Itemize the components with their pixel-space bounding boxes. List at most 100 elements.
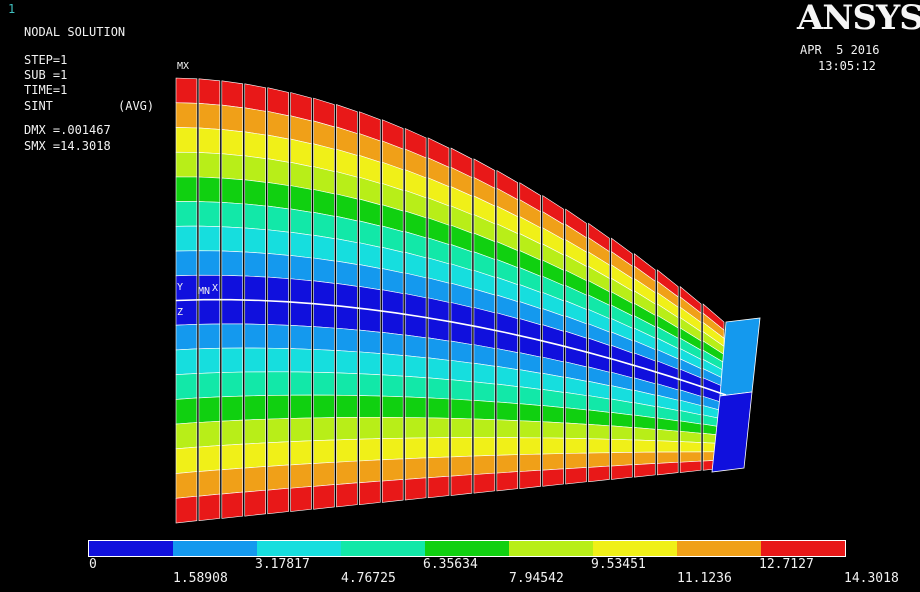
- mesh-element: [267, 300, 289, 326]
- mesh-element: [542, 468, 564, 487]
- mesh-element: [450, 437, 473, 458]
- mesh-element: [404, 457, 427, 480]
- mesh-element: [336, 417, 358, 441]
- mesh-element: [427, 397, 450, 419]
- mesh-element: [404, 396, 427, 419]
- mesh-element: [359, 307, 381, 333]
- mesh-element: [221, 202, 244, 229]
- mesh-element: [290, 185, 312, 213]
- mesh-element: [290, 278, 312, 305]
- mesh-element: [565, 392, 587, 411]
- mesh-element: [244, 323, 266, 349]
- mesh-element: [565, 437, 587, 454]
- mesh-element: [496, 419, 519, 438]
- mesh-element: [450, 340, 473, 364]
- y-axis-marker: Y: [177, 282, 184, 293]
- legend-swatch: [425, 541, 509, 556]
- mesh-element: [175, 201, 198, 227]
- mesh-element: [244, 227, 266, 254]
- mesh-element: [267, 487, 289, 515]
- mesh-element: [244, 131, 266, 160]
- mesh-element: [313, 303, 335, 329]
- mesh-element: [634, 451, 656, 466]
- mesh-element: [656, 451, 679, 464]
- mesh-element: [473, 400, 496, 421]
- legend-swatch: [173, 541, 257, 556]
- mesh-element: [175, 446, 198, 474]
- mesh-element: [221, 347, 244, 373]
- mesh-element: [198, 127, 221, 155]
- mesh-element: [473, 381, 496, 403]
- mesh-element: [634, 414, 656, 430]
- mesh-element: [198, 299, 221, 325]
- time-label: TIME=1: [24, 83, 68, 97]
- mesh-element: [381, 310, 404, 336]
- mesh-element: [313, 461, 335, 487]
- mesh-element: [175, 348, 198, 375]
- mesh-element: [519, 469, 541, 489]
- mesh-element: [496, 437, 519, 456]
- legend-tick-label: 0: [89, 557, 97, 572]
- mesh-element: [381, 458, 404, 482]
- mesh-element: [244, 83, 266, 112]
- mesh-element: [381, 268, 404, 294]
- mesh-element: [634, 427, 656, 442]
- smx-label: SMX =14.3018: [24, 139, 111, 153]
- mesh-element: [519, 437, 541, 455]
- mesh-element: [427, 337, 450, 361]
- mesh-element: [634, 439, 656, 453]
- solution-title: NODAL SOLUTION: [24, 25, 126, 39]
- mesh-element: [244, 418, 266, 445]
- mesh-element: [244, 107, 266, 136]
- legend-tick-label: 6.35634: [423, 557, 478, 572]
- mesh-element: [267, 394, 289, 420]
- mesh-element: [290, 255, 312, 282]
- mx-marker: MX: [177, 61, 190, 72]
- mesh-element: [198, 323, 221, 350]
- mesh-element: [427, 456, 450, 479]
- mesh-element: [565, 452, 587, 470]
- mesh-element: [221, 419, 244, 446]
- mesh-element: [381, 331, 404, 356]
- mesh-element: [175, 397, 198, 425]
- mesh-element: [244, 251, 266, 278]
- mesh-element: [244, 442, 266, 469]
- legend-tick-label: 3.17817: [255, 557, 310, 572]
- mesh-element: [244, 489, 266, 517]
- mesh-element: [404, 437, 427, 460]
- mesh-element: [313, 371, 335, 396]
- neutral-axis-line: [175, 298, 727, 396]
- mesh-element: [244, 203, 266, 231]
- legend-swatch: [761, 541, 845, 556]
- mesh-element: [656, 461, 679, 476]
- mesh-element: [267, 276, 289, 303]
- mesh-element: [290, 417, 312, 443]
- mesh-element: [267, 158, 289, 186]
- legend-tick-label: 9.53451: [591, 557, 646, 572]
- mesh-element: [175, 495, 198, 524]
- mesh-element: [198, 103, 221, 130]
- mesh-element: [404, 355, 427, 379]
- mesh-element: [336, 394, 358, 418]
- avg-label: (AVG): [118, 99, 155, 113]
- dmx-label: DMX =.001467: [24, 123, 111, 137]
- mesh-element: [336, 460, 358, 485]
- mesh-element: [221, 104, 244, 133]
- mesh-element: [198, 347, 221, 374]
- mesh-element: [313, 349, 335, 374]
- mesh-element: [175, 151, 198, 178]
- mesh-element: [198, 176, 221, 203]
- mesh-element: [588, 409, 610, 427]
- mesh-element: [427, 357, 450, 381]
- mesh-element: [656, 440, 679, 453]
- mesh-element: [359, 329, 381, 354]
- mesh-element: [588, 438, 610, 454]
- mesh-element: [175, 471, 198, 499]
- mesh-element: [244, 179, 266, 207]
- mesh-element: [496, 454, 519, 474]
- mesh-element: [496, 401, 519, 421]
- mesh-element: [359, 351, 381, 376]
- mesh-element: [611, 438, 633, 453]
